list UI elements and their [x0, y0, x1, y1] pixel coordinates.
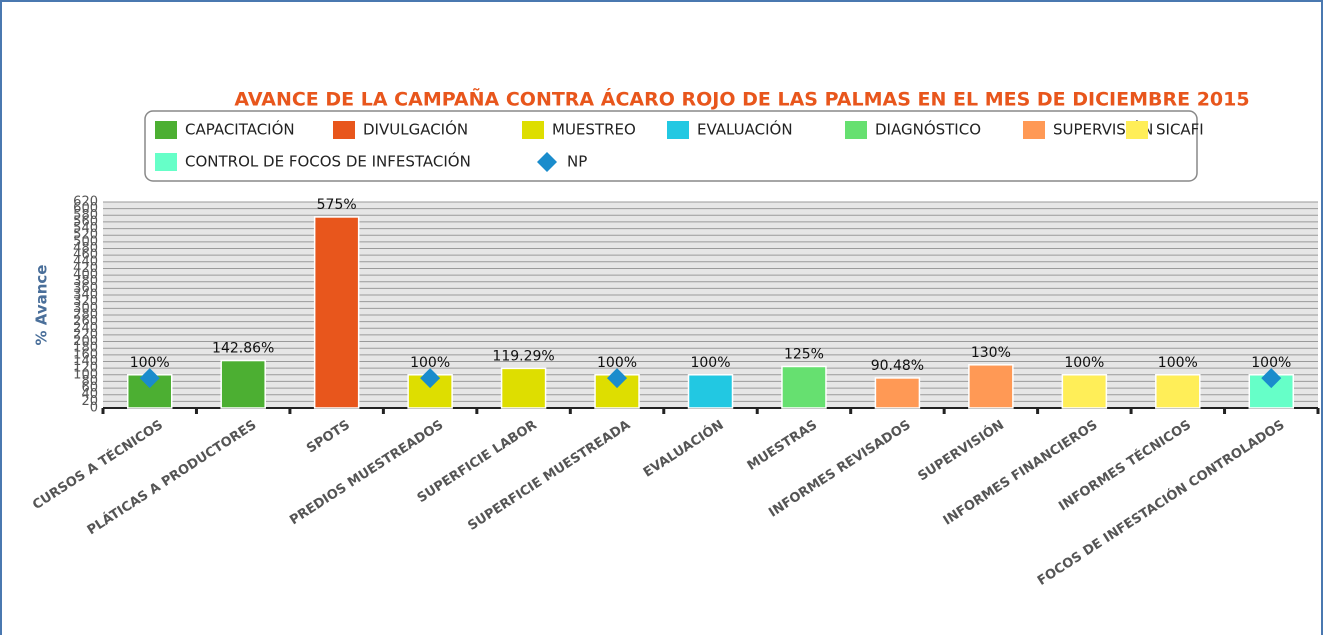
y-tick-label: 620 [73, 195, 98, 210]
legend-symbol [522, 121, 544, 139]
y-tick-label: 260 [73, 314, 98, 329]
data-label: 100% [1158, 355, 1198, 371]
legend-symbol [1023, 121, 1045, 139]
data-label: 100% [1251, 355, 1291, 371]
y-tick-label: 380 [73, 274, 98, 289]
legend-symbol [155, 153, 177, 171]
y-tick-label: 60 [81, 381, 98, 396]
data-label: 100% [1064, 355, 1104, 371]
chart-title: AVANCE DE LA CAMPAÑA CONTRA ÁCARO ROJO D… [234, 87, 1249, 111]
data-label: 142.86% [212, 341, 274, 357]
y-tick-label: 280 [73, 307, 98, 322]
bar [968, 364, 1014, 409]
legend-label: CAPACITACIÓN [185, 120, 295, 139]
y-tick-label: 100 [73, 367, 98, 382]
y-tick-label: 300 [73, 301, 98, 316]
y-tick-label: 240 [73, 321, 98, 336]
y-tick-label: 320 [73, 294, 98, 309]
bar [687, 374, 734, 409]
y-tick-label: 440 [73, 254, 98, 269]
y-tick-label: 0 [90, 401, 98, 416]
bar [874, 377, 921, 409]
bar [781, 365, 827, 409]
np-marker [607, 368, 628, 389]
legend-symbol [1126, 121, 1148, 139]
plot-background [103, 202, 1318, 408]
data-label: 100% [690, 355, 730, 371]
bar [220, 359, 266, 409]
y-tick-label: 600 [73, 201, 98, 216]
legend-symbol [537, 152, 557, 172]
y-tick-label: 20 [81, 394, 98, 409]
y-tick-label: 420 [73, 261, 98, 276]
legend-label: SICAFI [1156, 121, 1204, 139]
data-label: 125% [784, 346, 824, 362]
bar [1155, 374, 1201, 409]
np-marker [420, 368, 441, 389]
y-tick-label: 360 [73, 281, 98, 296]
np-marker [1261, 368, 1282, 389]
legend-label: EVALUACIÓN [697, 120, 793, 139]
bar [126, 374, 173, 409]
legend [144, 110, 1198, 182]
y-tick-label: 460 [73, 248, 98, 263]
legend-symbol [333, 121, 355, 139]
data-label: 575% [317, 197, 357, 213]
legend-label: DIAGNÓSTICO [875, 120, 981, 139]
bar [1061, 374, 1108, 409]
y-tick-label: 220 [73, 327, 98, 342]
legend-label: DIVULGACIÓN [363, 120, 468, 139]
y-tick-label: 160 [73, 347, 98, 362]
y-tick-label: 560 [73, 214, 98, 229]
data-label: 100% [130, 355, 170, 371]
y-tick-label: 500 [73, 234, 98, 249]
legend-label: CONTROL DE FOCOS DE INFESTACIÓN [185, 152, 471, 171]
y-tick-label: 40 [81, 387, 98, 402]
np-marker [139, 368, 160, 389]
legend-label: NP [567, 153, 587, 171]
y-tick-label: 180 [73, 341, 98, 356]
bar [500, 367, 547, 409]
y-tick-label: 80 [81, 374, 98, 389]
y-tick-label: 200 [73, 334, 98, 349]
legend-label: MUESTREO [552, 121, 636, 139]
y-axis-title: % Avance [33, 265, 51, 346]
y-tick-label: 540 [73, 221, 98, 236]
y-tick-label: 480 [73, 241, 98, 256]
y-tick-label: 580 [73, 208, 98, 223]
legend-symbol [155, 121, 177, 139]
legend-symbol [845, 121, 867, 139]
y-tick-label: 520 [73, 228, 98, 243]
data-label: 90.48% [871, 358, 924, 374]
bar [313, 216, 360, 409]
y-tick-label: 120 [73, 361, 98, 376]
y-tick-label: 340 [73, 288, 98, 303]
data-label: 100% [410, 355, 450, 371]
data-label: 119.29% [492, 348, 554, 364]
y-tick-label: 400 [73, 268, 98, 283]
data-label: 100% [597, 355, 637, 371]
y-tick-label: 140 [73, 354, 98, 369]
legend-symbol [667, 121, 689, 139]
data-label: 130% [971, 345, 1011, 361]
